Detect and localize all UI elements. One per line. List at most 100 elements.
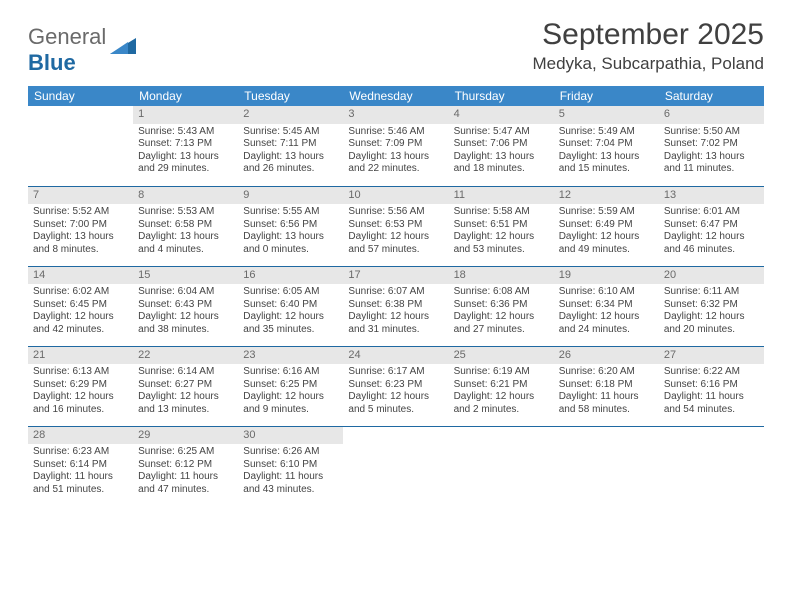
sunset-text: Sunset: 7:06 PM: [454, 138, 549, 151]
calendar-day-cell: 6 Sunrise: 5:50 AMSunset: 7:02 PMDaylight…: [659, 106, 764, 186]
month-title: September 2025: [532, 18, 764, 52]
day-details: Sunrise: 6:01 AMSunset: 6:47 PMDaylight:…: [659, 206, 764, 260]
sunrise-text: Sunrise: 5:53 AM: [138, 206, 233, 219]
sunset-text: Sunset: 6:56 PM: [243, 219, 338, 232]
sunset-text: Sunset: 6:21 PM: [454, 379, 549, 392]
calendar-header-row: Sunday Monday Tuesday Wednesday Thursday…: [28, 86, 764, 106]
daylight-text: Daylight: 13 hours and 4 minutes.: [138, 231, 233, 256]
sunset-text: Sunset: 6:58 PM: [138, 219, 233, 232]
daylight-text: Daylight: 12 hours and 20 minutes.: [664, 311, 759, 336]
day-details: Sunrise: 6:10 AMSunset: 6:34 PMDaylight:…: [554, 286, 659, 340]
daylight-text: Daylight: 13 hours and 18 minutes.: [454, 151, 549, 176]
calendar-day-cell: 30Sunrise: 6:26 AMSunset: 6:10 PMDayligh…: [238, 426, 343, 506]
title-block: September 2025 Medyka, Subcarpathia, Pol…: [532, 18, 764, 74]
day-details: Sunrise: 6:22 AMSunset: 6:16 PMDaylight:…: [659, 366, 764, 420]
logo: General Blue: [28, 24, 136, 76]
sunrise-text: Sunrise: 5:50 AM: [664, 126, 759, 139]
calendar-day-cell: 14Sunrise: 6:02 AMSunset: 6:45 PMDayligh…: [28, 266, 133, 346]
day-details: Sunrise: 5:47 AMSunset: 7:06 PMDaylight:…: [449, 126, 554, 180]
day-number: [343, 427, 448, 445]
sunset-text: Sunset: 6:18 PM: [559, 379, 654, 392]
sunset-text: Sunset: 7:09 PM: [348, 138, 443, 151]
calendar-body: 1Sunrise: 5:43 AMSunset: 7:13 PMDaylight…: [28, 106, 764, 506]
calendar-day-cell: 2Sunrise: 5:45 AMSunset: 7:11 PMDaylight…: [238, 106, 343, 186]
calendar-table: Sunday Monday Tuesday Wednesday Thursday…: [28, 86, 764, 506]
sunset-text: Sunset: 6:12 PM: [138, 459, 233, 472]
daylight-text: Daylight: 12 hours and 42 minutes.: [33, 311, 128, 336]
calendar-day-cell: 21Sunrise: 6:13 AMSunset: 6:29 PMDayligh…: [28, 346, 133, 426]
day-number: 7: [28, 187, 133, 205]
day-number: 15: [133, 267, 238, 285]
calendar-day-cell: 9Sunrise: 5:55 AMSunset: 6:56 PMDaylight…: [238, 186, 343, 266]
calendar-page: General Blue September 2025 Medyka, Subc…: [0, 0, 792, 524]
sunset-text: Sunset: 6:45 PM: [33, 299, 128, 312]
calendar-day-cell: 1Sunrise: 5:43 AMSunset: 7:13 PMDaylight…: [133, 106, 238, 186]
calendar-day-cell: 20Sunrise: 6:11 AMSunset: 6:32 PMDayligh…: [659, 266, 764, 346]
day-header: Tuesday: [238, 86, 343, 106]
calendar-week-row: 1Sunrise: 5:43 AMSunset: 7:13 PMDaylight…: [28, 106, 764, 186]
day-number: 9: [238, 187, 343, 205]
daylight-text: Daylight: 12 hours and 38 minutes.: [138, 311, 233, 336]
daylight-text: Daylight: 11 hours and 51 minutes.: [33, 471, 128, 496]
day-number: 4: [449, 106, 554, 124]
day-details: Sunrise: 6:25 AMSunset: 6:12 PMDaylight:…: [133, 446, 238, 500]
sunrise-text: Sunrise: 5:55 AM: [243, 206, 338, 219]
daylight-text: Daylight: 13 hours and 11 minutes.: [664, 151, 759, 176]
day-details: Sunrise: 5:43 AMSunset: 7:13 PMDaylight:…: [133, 126, 238, 180]
daylight-text: Daylight: 12 hours and 9 minutes.: [243, 391, 338, 416]
daylight-text: Daylight: 11 hours and 47 minutes.: [138, 471, 233, 496]
sunrise-text: Sunrise: 6:14 AM: [138, 366, 233, 379]
day-details: Sunrise: 5:49 AMSunset: 7:04 PMDaylight:…: [554, 126, 659, 180]
sunrise-text: Sunrise: 6:02 AM: [33, 286, 128, 299]
sunrise-text: Sunrise: 5:46 AM: [348, 126, 443, 139]
daylight-text: Daylight: 11 hours and 43 minutes.: [243, 471, 338, 496]
calendar-day-cell: [28, 106, 133, 186]
sunset-text: Sunset: 7:13 PM: [138, 138, 233, 151]
day-details: Sunrise: 6:11 AMSunset: 6:32 PMDaylight:…: [659, 286, 764, 340]
calendar-day-cell: 13Sunrise: 6:01 AMSunset: 6:47 PMDayligh…: [659, 186, 764, 266]
day-details: Sunrise: 6:04 AMSunset: 6:43 PMDaylight:…: [133, 286, 238, 340]
day-header: Saturday: [659, 86, 764, 106]
daylight-text: Daylight: 12 hours and 16 minutes.: [33, 391, 128, 416]
day-header: Friday: [554, 86, 659, 106]
sunrise-text: Sunrise: 6:11 AM: [664, 286, 759, 299]
sunrise-text: Sunrise: 6:20 AM: [559, 366, 654, 379]
sunrise-text: Sunrise: 5:52 AM: [33, 206, 128, 219]
day-number: 13: [659, 187, 764, 205]
day-details: Sunrise: 6:02 AMSunset: 6:45 PMDaylight:…: [28, 286, 133, 340]
sunrise-text: Sunrise: 6:16 AM: [243, 366, 338, 379]
page-header: General Blue September 2025 Medyka, Subc…: [28, 18, 764, 76]
day-number: [659, 427, 764, 445]
day-number: 6: [659, 106, 764, 124]
day-details: Sunrise: 5:52 AMSunset: 7:00 PMDaylight:…: [28, 206, 133, 260]
day-details: Sunrise: 5:46 AMSunset: 7:09 PMDaylight:…: [343, 126, 448, 180]
day-details: Sunrise: 6:17 AMSunset: 6:23 PMDaylight:…: [343, 366, 448, 420]
sunrise-text: Sunrise: 6:10 AM: [559, 286, 654, 299]
daylight-text: Daylight: 12 hours and 57 minutes.: [348, 231, 443, 256]
day-number: 22: [133, 347, 238, 365]
calendar-day-cell: 12Sunrise: 5:59 AMSunset: 6:49 PMDayligh…: [554, 186, 659, 266]
daylight-text: Daylight: 12 hours and 46 minutes.: [664, 231, 759, 256]
day-number: 3: [343, 106, 448, 124]
logo-triangle-icon: [110, 36, 136, 61]
sunrise-text: Sunrise: 5:49 AM: [559, 126, 654, 139]
day-number: 28: [28, 427, 133, 445]
sunset-text: Sunset: 6:51 PM: [454, 219, 549, 232]
day-details: Sunrise: 5:50 AMSunset: 7:02 PMDaylight:…: [659, 126, 764, 180]
day-details: Sunrise: 6:26 AMSunset: 6:10 PMDaylight:…: [238, 446, 343, 500]
calendar-day-cell: 29Sunrise: 6:25 AMSunset: 6:12 PMDayligh…: [133, 426, 238, 506]
sunset-text: Sunset: 6:16 PM: [664, 379, 759, 392]
sunrise-text: Sunrise: 6:05 AM: [243, 286, 338, 299]
day-details: Sunrise: 6:14 AMSunset: 6:27 PMDaylight:…: [133, 366, 238, 420]
calendar-day-cell: 27Sunrise: 6:22 AMSunset: 6:16 PMDayligh…: [659, 346, 764, 426]
sunset-text: Sunset: 6:38 PM: [348, 299, 443, 312]
calendar-day-cell: 24Sunrise: 6:17 AMSunset: 6:23 PMDayligh…: [343, 346, 448, 426]
day-details: Sunrise: 6:16 AMSunset: 6:25 PMDaylight:…: [238, 366, 343, 420]
calendar-day-cell: 7Sunrise: 5:52 AMSunset: 7:00 PMDaylight…: [28, 186, 133, 266]
sunset-text: Sunset: 7:11 PM: [243, 138, 338, 151]
day-number: 24: [343, 347, 448, 365]
calendar-day-cell: 10Sunrise: 5:56 AMSunset: 6:53 PMDayligh…: [343, 186, 448, 266]
daylight-text: Daylight: 13 hours and 26 minutes.: [243, 151, 338, 176]
day-header: Thursday: [449, 86, 554, 106]
day-number: [554, 427, 659, 445]
